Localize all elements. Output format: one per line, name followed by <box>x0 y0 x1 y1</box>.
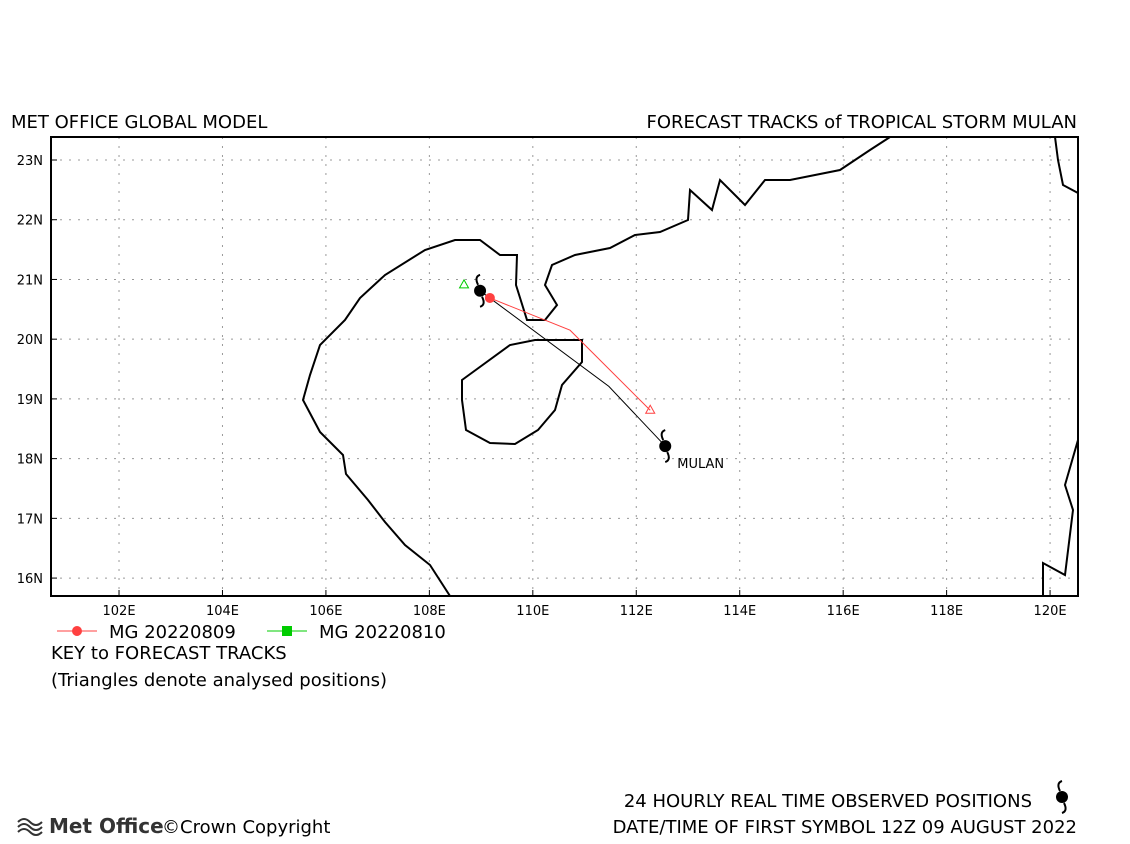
observed-track <box>479 290 666 447</box>
storm-symbol <box>659 429 672 464</box>
coastlines <box>301 137 1078 596</box>
y-tick-label: 16N <box>17 572 43 587</box>
analysed-position <box>458 278 470 289</box>
title-left: MET OFFICE GLOBAL MODEL <box>11 112 267 133</box>
x-tick-label: 110E <box>516 604 549 619</box>
copyright: ©Crown Copyright <box>162 817 330 838</box>
storm-core <box>474 284 487 297</box>
x-tick-label: 104E <box>206 604 239 619</box>
key-note: (Triangles denote analysed positions) <box>51 670 387 691</box>
y-tick-label: 20N <box>17 333 43 348</box>
storm-symbol <box>474 273 487 308</box>
storm-arms <box>475 273 485 308</box>
y-tick-label: 19N <box>17 393 43 408</box>
hainan-coast <box>461 339 583 446</box>
x-tick-label: 112E <box>620 604 653 619</box>
philippines-coast <box>1042 439 1078 596</box>
observed-symbol-key <box>1056 780 1068 814</box>
logo-text: Met Office <box>49 814 164 838</box>
y-tick-label: 17N <box>17 512 43 527</box>
x-tick-label: 102E <box>103 604 136 619</box>
y-tick-label: 21N <box>17 273 43 288</box>
storm-arms <box>660 429 670 464</box>
legend: MG 20220809 MG 20220810 <box>57 622 446 643</box>
tracks: MULAN <box>458 273 724 472</box>
date-note: DATE/TIME OF FIRST SYMBOL 12Z 09 AUGUST … <box>613 817 1077 838</box>
mainland-coast <box>301 137 891 596</box>
plot-frame <box>50 136 1079 597</box>
legend-label: MG 20220809 <box>109 622 236 643</box>
key-title: KEY to FORECAST TRACKS <box>51 643 287 664</box>
storm-name: MULAN <box>677 457 724 472</box>
y-tick-label: 22N <box>17 214 43 229</box>
title-right: FORECAST TRACKS of TROPICAL STORM MULAN <box>646 112 1077 133</box>
taiwan-coast <box>1054 137 1078 194</box>
x-tick-label: 108E <box>413 604 446 619</box>
observed-note: 24 HOURLY REAL TIME OBSERVED POSITIONS <box>624 791 1032 812</box>
x-tick-label: 118E <box>930 604 963 619</box>
y-tick-label: 23N <box>17 154 43 169</box>
x-tick-label: 120E <box>1034 604 1067 619</box>
legend-marker <box>72 626 82 636</box>
analysed-position <box>644 404 656 414</box>
legend-marker <box>282 626 292 636</box>
logo-waves <box>17 818 43 836</box>
x-tick-label: 106E <box>309 604 342 619</box>
legend-label: MG 20220810 <box>319 622 446 643</box>
forecast-position <box>484 292 495 303</box>
x-tick-label: 116E <box>827 604 860 619</box>
grid: 102E 104E 106E 108E 110E 112E 114E 116E 118E 120E… <box>17 137 1078 619</box>
storm-core <box>659 440 672 453</box>
y-tick-label: 18N <box>17 453 43 468</box>
forecast-track <box>489 297 651 411</box>
x-tick-label: 114E <box>723 604 756 619</box>
